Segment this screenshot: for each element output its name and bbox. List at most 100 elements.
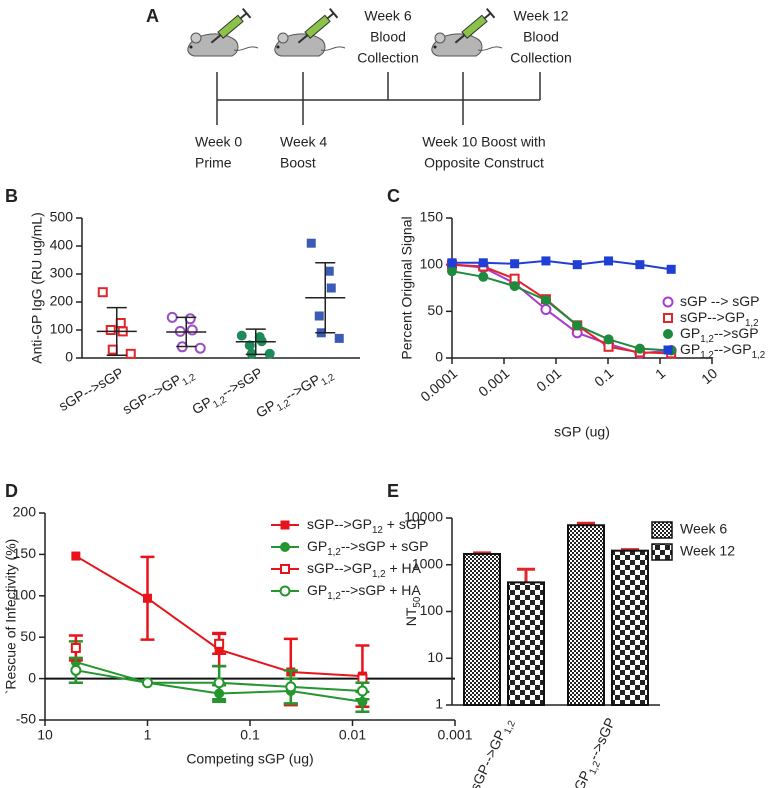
text-part: GP <box>189 393 215 417</box>
x-tick-label: 1 <box>652 365 668 382</box>
marker <box>184 313 196 325</box>
marker <box>142 677 153 689</box>
event-label: Boost <box>280 155 316 171</box>
marker <box>603 334 614 345</box>
marker <box>663 313 673 323</box>
marker <box>663 329 673 339</box>
text-part: GP <box>307 538 327 554</box>
marker <box>634 343 645 354</box>
event-label: Week 4 <box>280 134 327 150</box>
subscript: 1,2 <box>700 350 714 361</box>
subscript: 1,2 <box>327 591 341 602</box>
x-tick-label: 10 <box>698 365 720 387</box>
subscript: 1,2 <box>327 547 341 558</box>
text-part: GP <box>570 768 593 788</box>
bar <box>567 524 605 706</box>
marker <box>635 260 645 270</box>
y-tick-label: 10000 <box>404 509 443 525</box>
y-tick-label: 100 <box>13 587 37 603</box>
marker <box>186 324 198 336</box>
legend-label: GP1,2-->GP1,2 <box>680 341 765 361</box>
x-tick-label: 0.1 <box>240 727 260 743</box>
y-tick-label: 0 <box>435 349 443 365</box>
text-part: + HA <box>386 560 422 576</box>
legend-label: sGP-->GP1,2 + HA <box>307 560 422 580</box>
bar <box>611 549 649 706</box>
sd-bar <box>245 328 266 356</box>
panel-letter: D <box>5 481 18 501</box>
y-tick-label: 100 <box>420 255 444 271</box>
marker <box>357 673 368 684</box>
legend-label: GP1,2-->sGP <box>680 325 759 345</box>
marker <box>478 258 488 268</box>
text-part: sGP-->GP <box>120 371 184 417</box>
x-tick-label: sGP-->sGP <box>56 364 126 414</box>
marker <box>70 664 82 676</box>
series-line <box>452 259 672 271</box>
marker <box>280 542 290 552</box>
y-axis-label: NT50 <box>403 596 423 626</box>
subscript: 1,2 <box>752 350 766 361</box>
legend-swatch <box>651 543 673 561</box>
marker <box>447 258 457 268</box>
marker <box>314 311 324 321</box>
y-tick-label: 500 <box>50 209 74 225</box>
text-part: -->sGP <box>714 325 759 341</box>
y-tick-label: 100 <box>420 602 444 618</box>
event-label: Opposite Construct <box>424 155 544 171</box>
event-label: Collection <box>357 50 418 66</box>
text-part: -->sGP + HA <box>341 582 422 598</box>
marker <box>107 344 118 355</box>
x-tick-label: GP1,2-->GP1,2 <box>253 364 337 424</box>
sd-bar <box>106 306 127 356</box>
event-label: Prime <box>195 155 232 171</box>
y-tick-label: 150 <box>13 545 37 561</box>
subscript: 1,2 <box>745 318 759 329</box>
marker <box>334 333 344 343</box>
x-tick-label: 0.01 <box>533 365 564 395</box>
marker <box>509 281 520 292</box>
marker <box>478 271 489 282</box>
marker <box>510 259 520 269</box>
text-part: -->sGP + sGP <box>341 538 429 554</box>
subscript: 1,2 <box>372 569 386 580</box>
subscript: 1,2 <box>319 372 336 388</box>
panel-letter: A <box>146 6 159 26</box>
text-part: GP <box>680 341 700 357</box>
event-label: Week 12 <box>514 8 569 24</box>
x-tick-label: 10 <box>37 727 53 743</box>
y-tick-label: 1 <box>435 696 443 712</box>
event-label: Blood <box>523 29 559 45</box>
y-tick-label: 150 <box>420 209 444 225</box>
text-part: -->sGP <box>585 715 618 762</box>
y-tick-label: 1000 <box>412 555 443 571</box>
panel-letter: C <box>387 186 400 206</box>
diagram-icons <box>187 7 503 57</box>
x-tick-label: sGP-->GP1,2 <box>466 715 518 788</box>
y-tick-label: 100 <box>50 321 74 337</box>
marker <box>572 260 582 270</box>
x-tick-label: 0.0001 <box>417 365 460 405</box>
legend-label: sGP-->GP1,2 <box>680 309 759 329</box>
marker <box>447 266 457 277</box>
panel-letter: E <box>387 481 399 501</box>
marker <box>105 325 116 335</box>
text-part: sGP-->sGP <box>56 364 126 414</box>
text-part: NT <box>403 607 419 626</box>
x-tick-label: 1 <box>144 727 152 743</box>
marker <box>279 585 291 597</box>
marker <box>663 345 673 355</box>
y-tick-label: 200 <box>50 293 74 309</box>
y-axis-label: Percent Original Signal <box>399 216 415 359</box>
text-part: sGP --> sGP <box>680 293 759 309</box>
panel-letter: B <box>5 186 18 206</box>
x-axis-label: Competing sGP (ug) <box>186 751 313 767</box>
y-tick-label: -50 <box>16 711 36 727</box>
event-label: Week 6 <box>364 8 411 24</box>
legend-label: Week 6 <box>680 521 727 537</box>
marker <box>70 642 81 653</box>
marker <box>71 551 81 561</box>
y-tick-label: 200 <box>13 504 37 520</box>
